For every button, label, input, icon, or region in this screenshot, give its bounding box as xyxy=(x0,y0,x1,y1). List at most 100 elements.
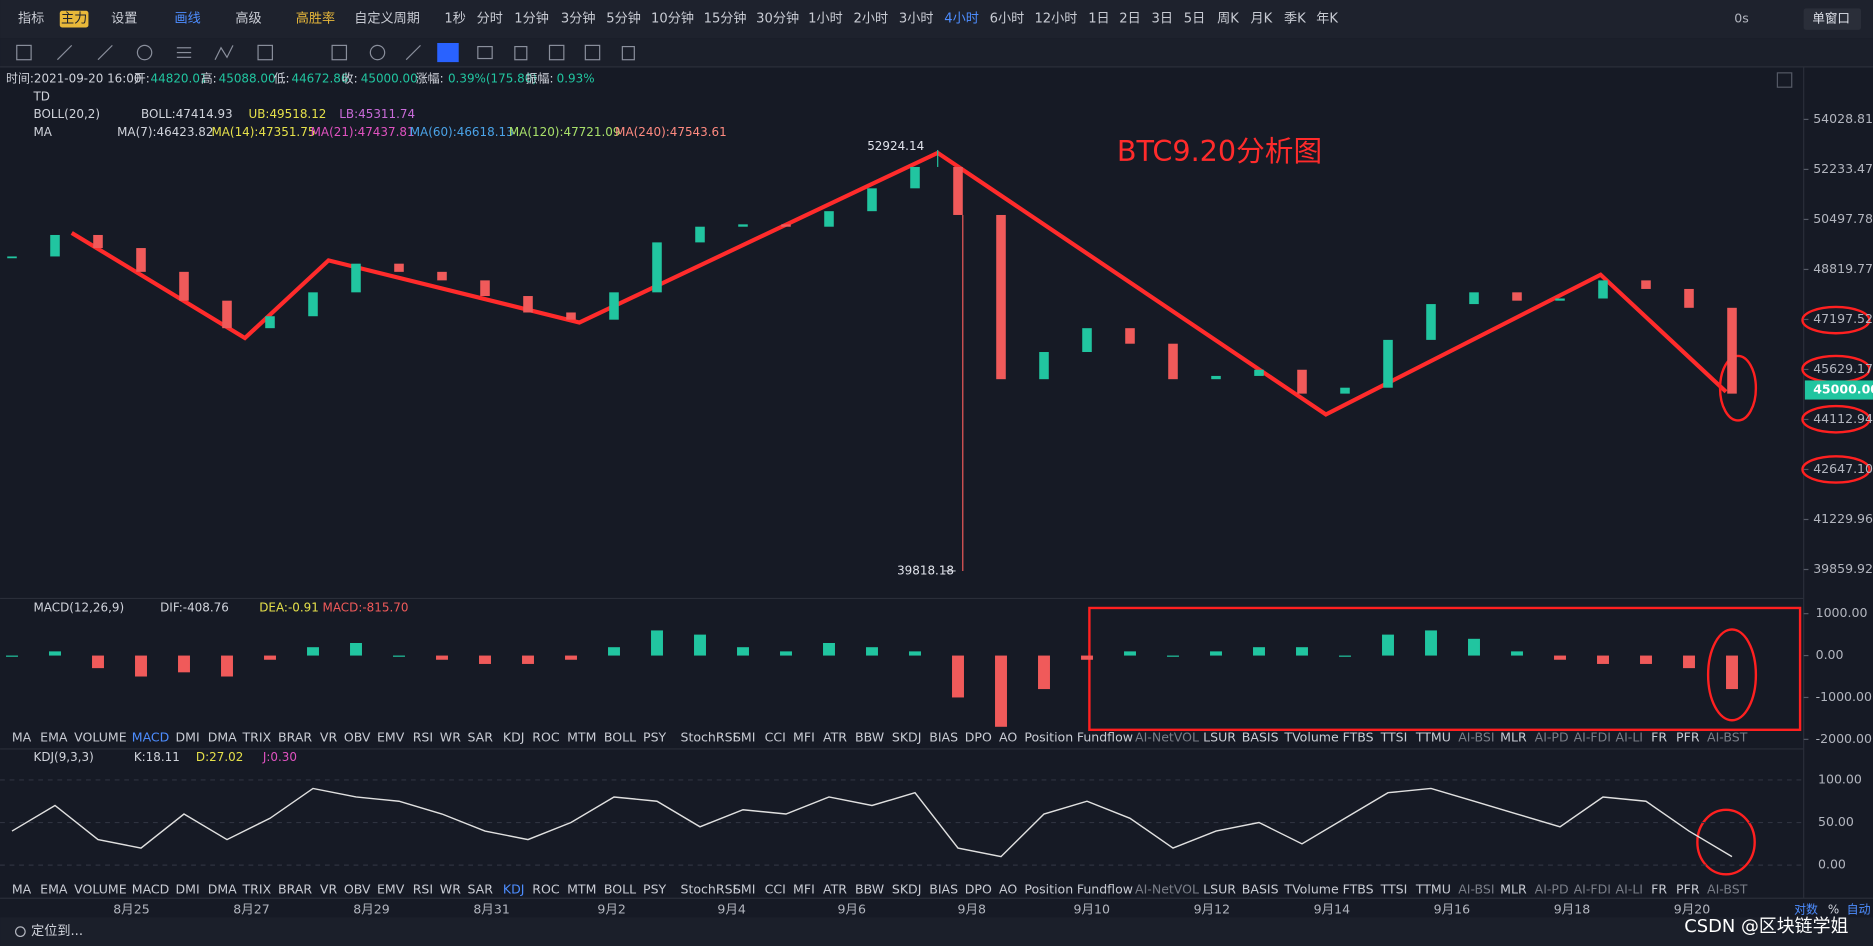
indicator-tab[interactable]: PSY xyxy=(643,881,667,896)
indicator-tab[interactable]: TTSI xyxy=(1380,881,1408,896)
indicator-tab[interactable]: BBW xyxy=(855,730,884,745)
period-button[interactable]: 年K xyxy=(1316,11,1338,27)
indicator-tab[interactable]: StochRSI xyxy=(680,881,736,896)
indicator-tab[interactable]: AI-NetVOL xyxy=(1135,881,1199,896)
indicator-tab[interactable]: VOLUME xyxy=(74,881,127,896)
period-button[interactable]: 季K xyxy=(1284,11,1306,27)
indicator-tab[interactable]: RSI xyxy=(413,881,433,896)
indicator-tab[interactable]: MTM xyxy=(567,730,596,745)
period-button[interactable]: 月K xyxy=(1251,12,1273,27)
indicator-tab[interactable]: AI-BST xyxy=(1707,730,1748,745)
indicator-tab[interactable]: AI-FDI xyxy=(1574,881,1611,896)
period-button[interactable]: 1分钟 xyxy=(514,10,549,27)
indicator-tab[interactable]: DMI xyxy=(175,730,199,745)
indicator-tab[interactable]: BIAS xyxy=(929,730,958,745)
indicator-tab[interactable]: WR xyxy=(440,730,461,745)
window-button[interactable] xyxy=(1803,8,1861,30)
period-button[interactable]: 分时 xyxy=(477,11,503,27)
indicator-tab[interactable]: LSUR xyxy=(1203,881,1236,896)
indicator-tab[interactable]: Fundflow xyxy=(1077,730,1133,745)
indicator-tab[interactable]: VR xyxy=(320,881,338,896)
indicator-tab[interactable]: DMA xyxy=(208,881,237,896)
indicator-tab[interactable]: MA xyxy=(12,881,32,896)
indicator-tab[interactable]: KDJ xyxy=(503,881,525,896)
indicator-tab[interactable]: SMI xyxy=(733,881,755,896)
scale-option[interactable]: % xyxy=(1828,903,1839,917)
indicator-tab[interactable]: BASIS xyxy=(1242,730,1279,745)
period-button[interactable]: 3分钟 xyxy=(561,10,596,27)
indicator-tab[interactable]: BRAR xyxy=(278,881,312,896)
indicator-tab[interactable]: MA xyxy=(12,730,32,745)
indicator-tab[interactable]: BRAR xyxy=(278,730,312,745)
toolbar-item[interactable]: 指标 xyxy=(18,11,44,27)
period-button[interactable]: 30分钟 xyxy=(756,10,799,27)
indicator-tab[interactable]: BIAS xyxy=(929,881,958,896)
indicator-tab[interactable]: AI-FDI xyxy=(1574,730,1611,745)
indicator-tab[interactable]: EMA xyxy=(40,730,68,745)
indicator-tab[interactable]: PFR xyxy=(1676,881,1700,896)
period-button[interactable]: 6小时 xyxy=(990,11,1025,27)
scale-option[interactable]: 对数 xyxy=(1794,902,1818,917)
indicator-tab[interactable]: AI-BST xyxy=(1707,881,1748,896)
period-button[interactable]: 1小时 xyxy=(808,11,843,27)
indicator-tab[interactable]: TVolume xyxy=(1283,730,1339,745)
indicator-tab[interactable]: FR xyxy=(1651,881,1667,896)
indicator-tab[interactable]: SMI xyxy=(733,730,755,745)
indicator-tab[interactable]: KDJ xyxy=(503,730,525,745)
indicator-tab[interactable]: Position xyxy=(1024,881,1073,896)
indicator-tab[interactable]: EMV xyxy=(377,730,405,745)
indicator-tab[interactable]: DPO xyxy=(965,730,992,745)
indicator-tab[interactable]: TRIX xyxy=(242,881,272,896)
toolbar-item[interactable]: 主力 xyxy=(61,11,87,27)
indicator-tab[interactable]: AI-PD xyxy=(1535,881,1569,896)
period-button[interactable]: 1日 xyxy=(1088,12,1109,27)
indicator-tab[interactable]: CCI xyxy=(765,730,786,745)
indicator-tab[interactable]: SKDJ xyxy=(892,881,922,896)
indicator-tab[interactable]: DMI xyxy=(175,881,199,896)
indicator-tab[interactable]: MLR xyxy=(1500,881,1527,896)
period-button[interactable]: 10分钟 xyxy=(651,10,694,27)
indicator-tab[interactable]: MLR xyxy=(1500,730,1527,745)
indicator-tab[interactable]: BOLL xyxy=(604,730,636,745)
indicator-tab[interactable]: AI-BSI xyxy=(1458,730,1494,745)
indicator-tab[interactable]: TTSI xyxy=(1380,730,1408,745)
indicator-tab[interactable]: MFI xyxy=(793,730,815,745)
indicator-tab[interactable]: TTMU xyxy=(1415,730,1451,745)
indicator-tab[interactable]: Position xyxy=(1024,730,1073,745)
indicator-tab[interactable]: MACD xyxy=(132,881,170,896)
indicator-tab[interactable]: ATR xyxy=(823,730,847,745)
window-select[interactable]: 单窗口 xyxy=(1812,11,1850,26)
indicator-tab[interactable]: PFR xyxy=(1676,730,1700,745)
indicator-tab[interactable]: RSI xyxy=(413,730,433,745)
indicator-tab[interactable]: CCI xyxy=(765,881,786,896)
indicator-tab[interactable]: ATR xyxy=(823,881,847,896)
indicator-tab[interactable]: StochRSI xyxy=(680,730,736,745)
indicator-tab[interactable]: SAR xyxy=(467,881,493,896)
indicator-tab[interactable]: EMA xyxy=(40,881,68,896)
indicator-tab[interactable]: FTBS xyxy=(1343,881,1374,896)
indicator-tab[interactable]: VR xyxy=(320,730,338,745)
indicator-tab[interactable]: EMV xyxy=(377,881,405,896)
period-button[interactable]: 3日 xyxy=(1152,12,1173,27)
indicator-tab[interactable]: Fundflow xyxy=(1077,881,1133,896)
indicator-tab[interactable]: SAR xyxy=(467,730,493,745)
indicator-tab[interactable]: MFI xyxy=(793,881,815,896)
indicator-tab[interactable]: AI-LI xyxy=(1616,730,1643,745)
period-button[interactable]: 3小时 xyxy=(899,11,934,27)
toolbar-item[interactable]: 高胜率 xyxy=(296,10,335,27)
indicator-tab[interactable]: PSY xyxy=(643,730,667,745)
indicator-tab[interactable]: LSUR xyxy=(1203,730,1236,745)
period-button[interactable]: 周K xyxy=(1217,12,1239,27)
indicator-tab[interactable]: FTBS xyxy=(1343,730,1374,745)
period-button[interactable]: 5分钟 xyxy=(606,10,641,27)
indicator-tab[interactable]: DPO xyxy=(965,881,992,896)
period-button[interactable]: 2日 xyxy=(1119,12,1140,27)
fullscreen-icon[interactable] xyxy=(1776,72,1793,88)
indicator-tab[interactable]: TRIX xyxy=(242,730,272,745)
indicator-tab[interactable]: OBV xyxy=(344,730,371,745)
toolbar-item[interactable]: 自定义周期 xyxy=(354,11,420,27)
period-button[interactable]: 12小时 xyxy=(1034,11,1077,27)
period-button[interactable]: 5日 xyxy=(1184,12,1205,27)
indicator-tab[interactable]: AI-NetVOL xyxy=(1135,730,1199,745)
indicator-tab[interactable]: ROC xyxy=(532,881,560,896)
